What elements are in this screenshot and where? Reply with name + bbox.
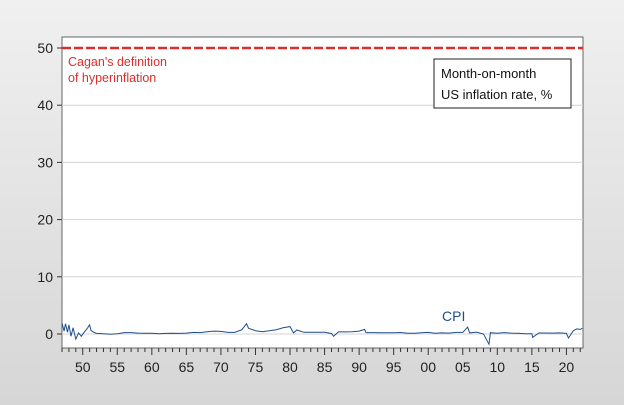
series-label-cpi: CPI <box>442 308 465 324</box>
x-tick-label: 90 <box>351 359 367 375</box>
y-tick-label: 0 <box>45 326 53 342</box>
y-tick-label: 50 <box>37 40 53 56</box>
x-tick-label: 20 <box>559 359 575 375</box>
x-tick-label: 95 <box>386 359 402 375</box>
x-tick-label: 80 <box>282 359 298 375</box>
reference-label-line1: Cagan's definition <box>68 55 167 69</box>
annotation-line1: Month-on-month <box>441 66 536 81</box>
y-tick-label: 40 <box>37 97 53 113</box>
x-tick-label: 60 <box>144 359 160 375</box>
reference-label-line2: of hyperinflation <box>68 71 156 85</box>
annotation-box: Month-on-month US inflation rate, % <box>433 58 572 109</box>
x-tick-label: 05 <box>455 359 471 375</box>
y-tick-label: 20 <box>37 212 53 228</box>
cpi-series-line <box>61 322 583 346</box>
x-tick-label: 65 <box>179 359 195 375</box>
x-tick-label: 85 <box>317 359 333 375</box>
x-tick-label: 55 <box>109 359 125 375</box>
x-tick-label: 00 <box>420 359 436 375</box>
y-tick-label: 30 <box>37 154 53 170</box>
annotation-line2: US inflation rate, % <box>441 87 553 102</box>
y-tick-label: 10 <box>37 269 53 285</box>
x-tick-label: 75 <box>248 359 264 375</box>
x-tick-label: 70 <box>213 359 229 375</box>
x-tick-label: 10 <box>490 359 506 375</box>
x-tick-label: 15 <box>524 359 540 375</box>
x-tick-label: 50 <box>75 359 91 375</box>
